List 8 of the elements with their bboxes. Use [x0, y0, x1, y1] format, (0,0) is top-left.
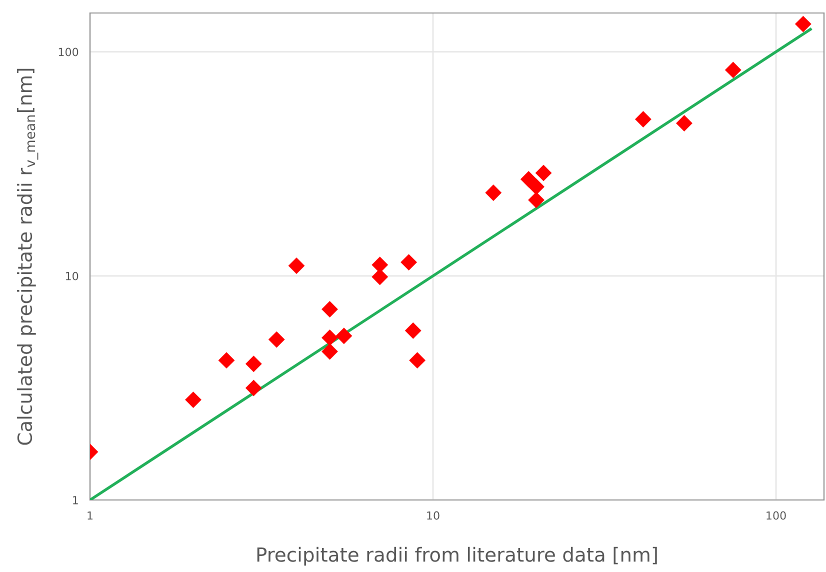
- y-tick-label: 100: [58, 48, 78, 56]
- x-axis-title: Precipitate radii from literature data [nm]: [257, 546, 657, 566]
- y-tick-label: 1: [73, 496, 78, 504]
- y-axis-title: Calculated precipitate radii r$_{v_mean}$[nm]: [17, 68, 38, 445]
- x-tick-label: 10: [427, 511, 440, 520]
- x-tick-label: 100: [766, 511, 786, 520]
- x-tick-label: 1: [88, 511, 93, 520]
- y-tick-label: 10: [66, 272, 78, 280]
